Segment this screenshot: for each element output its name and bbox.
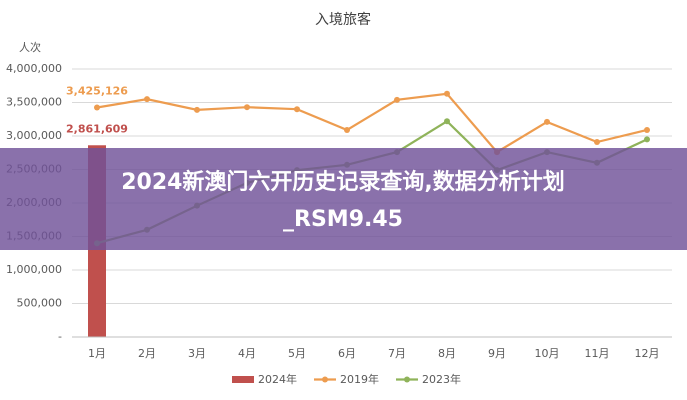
line bbox=[96, 92, 648, 154]
data-label: 2,861,609 bbox=[66, 122, 128, 135]
point bbox=[144, 96, 150, 103]
legend-swatch bbox=[322, 376, 328, 383]
point bbox=[444, 118, 450, 125]
x-tick-label: 12月 bbox=[635, 347, 660, 360]
legend-label: 2023年 bbox=[422, 372, 461, 386]
point bbox=[394, 96, 400, 103]
x-tick-label: 11月 bbox=[585, 347, 610, 360]
point bbox=[244, 104, 250, 111]
legend-swatch bbox=[232, 376, 254, 383]
x-tick-label: 10月 bbox=[535, 347, 560, 360]
legend-swatch bbox=[404, 376, 410, 383]
y-axis-label: 人次 bbox=[19, 40, 41, 54]
y-tick-label: 3,000,000 bbox=[6, 129, 62, 142]
banner-text: 2024新澳门六开历史记录查询,数据分析计划_RSM9.45 bbox=[121, 169, 565, 232]
x-tick-label: 5月 bbox=[288, 347, 306, 360]
x-tick-label: 9月 bbox=[488, 347, 506, 360]
x-tick-label: 2月 bbox=[138, 347, 156, 360]
point bbox=[294, 106, 300, 113]
point bbox=[194, 106, 200, 113]
x-tick-label: 1月 bbox=[88, 347, 106, 360]
point bbox=[544, 118, 550, 125]
y-tick-label: 1,000,000 bbox=[6, 263, 62, 276]
y-tick-label: 3,500,000 bbox=[6, 96, 62, 109]
legend-label: 2019年 bbox=[340, 372, 379, 386]
x-tick-label: 4月 bbox=[238, 347, 256, 360]
x-tick-label: 6月 bbox=[338, 347, 356, 360]
y-tick-label: 4,000,000 bbox=[6, 62, 62, 75]
point bbox=[94, 104, 100, 111]
point bbox=[344, 126, 350, 133]
banner bbox=[0, 148, 687, 250]
y-tick-label: - bbox=[58, 330, 62, 343]
x-tick-label: 8月 bbox=[438, 347, 456, 360]
legend-label: 2024年 bbox=[258, 372, 297, 386]
chart-title: 入境旅客 bbox=[315, 11, 371, 28]
point bbox=[594, 139, 600, 146]
data-label: 3,425,126 bbox=[66, 85, 128, 98]
x-tick-label: 7月 bbox=[388, 347, 406, 360]
point bbox=[644, 136, 650, 143]
point bbox=[644, 126, 650, 133]
y-tick-label: 500,000 bbox=[17, 297, 63, 310]
x-tick-label: 3月 bbox=[188, 347, 206, 360]
point bbox=[444, 90, 450, 97]
